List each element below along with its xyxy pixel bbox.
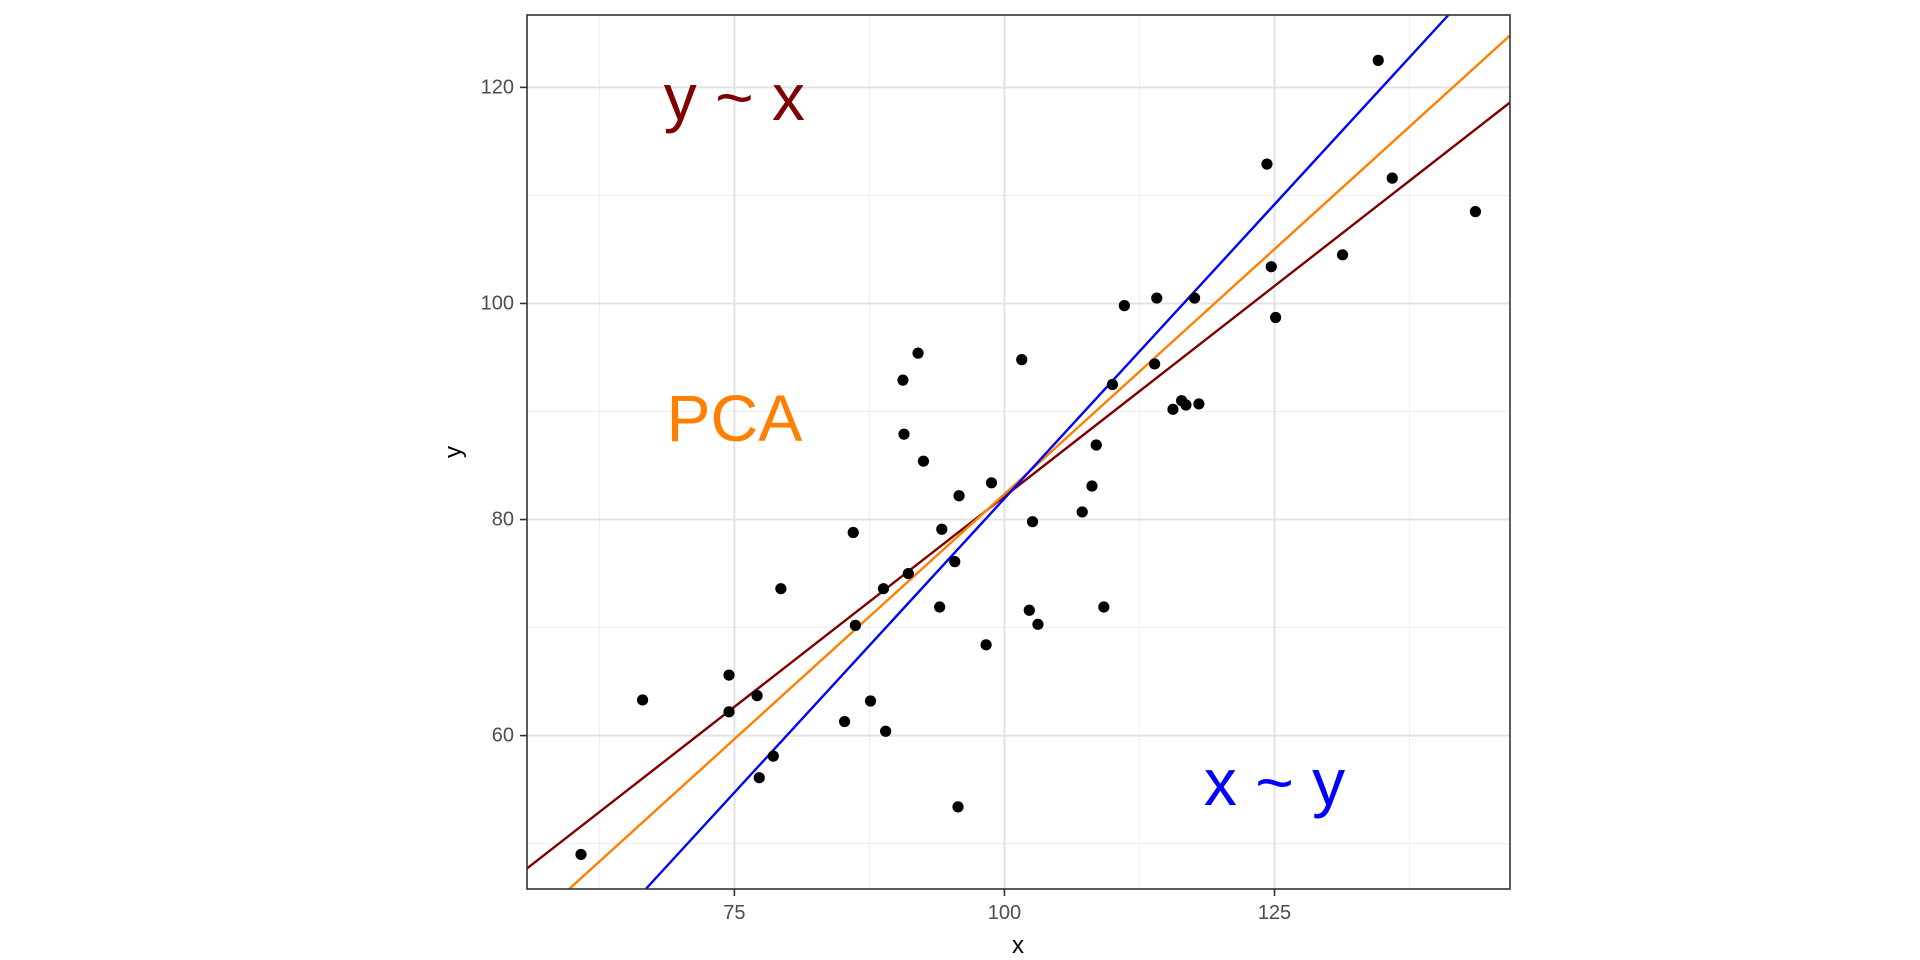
data-point — [1269, 311, 1282, 324]
data-point — [1023, 604, 1035, 616]
data-point — [1106, 378, 1119, 391]
data-point — [1086, 480, 1098, 492]
data-point — [953, 490, 965, 502]
x-axis: 75 100 125 — [723, 889, 1291, 924]
annotation-pca: PCA — [667, 381, 803, 455]
fit-line-pca — [568, 34, 1511, 890]
data-point — [877, 583, 890, 595]
data-point — [952, 801, 964, 813]
data-point — [636, 694, 649, 706]
data-point — [753, 772, 765, 784]
data-point — [775, 583, 787, 595]
y-tick-label: 120 — [481, 76, 514, 98]
data-point — [934, 601, 946, 613]
data-point — [1336, 249, 1349, 261]
fit-line-x-y — [644, 14, 1450, 890]
data-point — [1076, 506, 1088, 518]
data-point — [849, 619, 861, 631]
data-point — [1032, 618, 1044, 630]
minor-gridlines — [527, 15, 1510, 889]
data-point — [985, 477, 998, 489]
data-point — [1188, 292, 1201, 304]
x-tick-label: 125 — [1258, 902, 1291, 924]
data-point — [723, 669, 735, 681]
data-point — [902, 567, 914, 580]
data-point — [1469, 206, 1482, 218]
major-gridlines — [527, 15, 1510, 889]
y-tick-label: 80 — [492, 509, 514, 531]
data-point — [1026, 516, 1039, 528]
data-point — [1118, 300, 1130, 312]
plot-panel-border — [526, 14, 1511, 890]
data-point — [1016, 354, 1028, 366]
data-point — [880, 725, 892, 737]
y-tick-label: 100 — [481, 292, 514, 314]
annotation-x-y: x ~ y — [1204, 745, 1345, 819]
x-tick-label: 75 — [723, 902, 745, 924]
data-point — [847, 526, 859, 539]
data-point — [980, 639, 992, 651]
data-point — [767, 750, 779, 762]
data-point — [575, 848, 587, 861]
data-point — [1193, 398, 1205, 410]
y-tick-label: 60 — [492, 725, 514, 747]
y-axis: 60 80 100 120 — [481, 76, 527, 747]
data-point — [1265, 261, 1277, 273]
data-point — [1372, 54, 1384, 66]
x-tick-label: 100 — [988, 902, 1021, 924]
data-point — [936, 523, 948, 535]
data-point — [897, 374, 909, 386]
data-points — [575, 54, 1482, 861]
data-point — [1090, 439, 1102, 451]
data-point — [898, 428, 910, 440]
y-axis-title: y — [440, 446, 467, 458]
data-point — [864, 695, 877, 707]
data-point — [838, 715, 851, 728]
plot-panel-background — [527, 15, 1510, 889]
x-axis-title: x — [1012, 932, 1024, 959]
data-point — [912, 347, 924, 359]
data-point — [1151, 292, 1163, 304]
data-point — [917, 455, 930, 467]
annotations: y ~ x PCA x ~ y — [664, 60, 1345, 819]
data-point — [1167, 403, 1179, 415]
data-point — [1261, 158, 1273, 170]
data-point — [1149, 358, 1161, 370]
data-point — [1098, 601, 1110, 613]
annotation-y-x: y ~ x — [664, 60, 805, 134]
data-point — [723, 706, 735, 718]
data-point — [751, 690, 763, 702]
fit-line-y-x — [526, 101, 1511, 870]
data-point — [949, 556, 961, 568]
data-point — [1386, 172, 1398, 184]
data-point — [1180, 399, 1192, 411]
fit-lines — [526, 14, 1511, 890]
